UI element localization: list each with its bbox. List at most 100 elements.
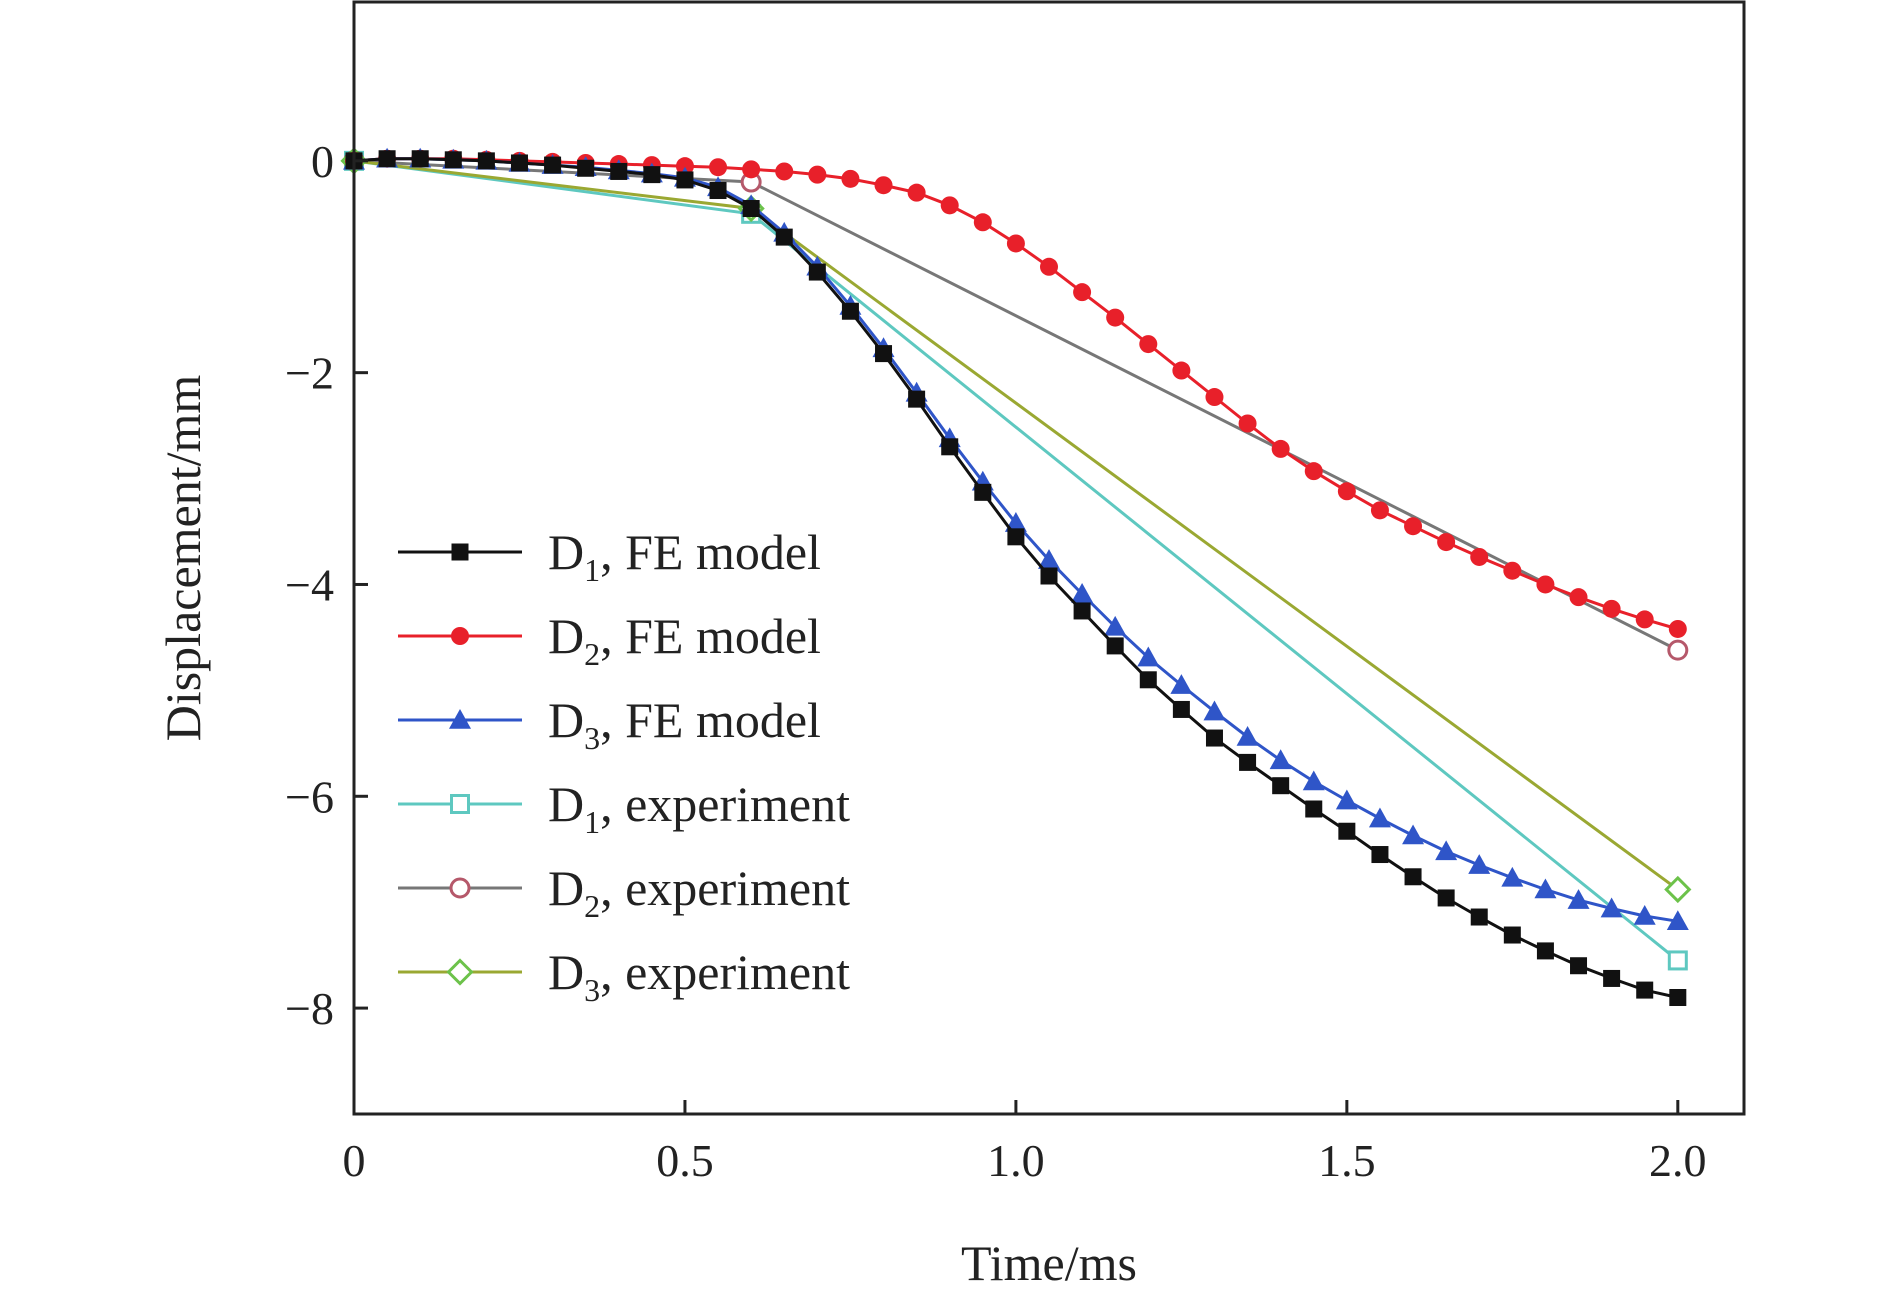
data-point <box>974 483 992 501</box>
legend-swatch-marker <box>450 794 470 814</box>
data-point <box>1238 414 1257 433</box>
data-point <box>1402 824 1425 845</box>
data-point <box>1404 517 1423 536</box>
data-point <box>1368 807 1391 828</box>
legend-swatch-marker <box>451 543 469 561</box>
y-tick-label: −4 <box>285 559 334 610</box>
legend-label: D1, experiment <box>548 776 850 840</box>
y-tick-label: −6 <box>285 771 334 822</box>
data-point <box>709 182 727 200</box>
data-point <box>1337 482 1356 501</box>
data-point <box>1205 729 1223 747</box>
legend-item: D2, experiment <box>398 860 850 924</box>
data-point <box>775 228 793 246</box>
data-point <box>1600 897 1623 918</box>
y-axis-title: Displacement/mm <box>155 375 211 742</box>
data-point <box>1272 777 1290 795</box>
data-point <box>1503 926 1521 944</box>
legend-swatch-marker <box>451 627 469 645</box>
data-point <box>610 162 628 180</box>
data-point <box>1106 637 1124 655</box>
data-point <box>1239 753 1257 771</box>
legend-label: D3, FE model <box>548 692 821 756</box>
data-point <box>1536 575 1555 594</box>
legend-label-rest: , FE model <box>600 524 821 580</box>
data-point <box>1338 822 1356 840</box>
data-point <box>742 160 761 179</box>
legend-label-rest: , experiment <box>600 776 850 832</box>
data-point <box>1667 639 1689 661</box>
legend-item: D3, FE model <box>398 692 821 756</box>
legend-label-rest: , FE model <box>600 608 821 664</box>
data-point <box>1007 528 1025 546</box>
legend-item: D1, experiment <box>398 776 850 840</box>
data-point <box>1437 533 1456 552</box>
data-point <box>1633 904 1656 925</box>
legend-item: D3, experiment <box>398 944 850 1008</box>
data-point <box>1437 889 1455 907</box>
legend-label: D1, FE model <box>548 524 821 588</box>
data-point <box>477 152 495 170</box>
data-point <box>808 263 826 281</box>
data-point <box>1170 674 1193 694</box>
data-point <box>444 151 462 169</box>
data-point <box>544 156 562 174</box>
data-point <box>941 438 959 456</box>
data-point <box>1040 567 1058 585</box>
y-tick-label: −2 <box>285 348 334 399</box>
data-point <box>775 162 794 181</box>
legend-label-rest: , experiment <box>600 860 850 916</box>
data-point <box>1664 875 1692 904</box>
data-point <box>709 158 728 177</box>
data-point <box>1503 561 1522 580</box>
data-point <box>1404 868 1422 886</box>
data-point <box>1570 957 1588 975</box>
data-point <box>1203 700 1226 721</box>
data-point <box>1470 908 1488 926</box>
data-point <box>1569 588 1588 607</box>
data-point <box>411 150 429 168</box>
legend-swatch-marker <box>446 958 474 986</box>
legend-label-main: D <box>548 776 584 832</box>
legend-label-rest: , FE model <box>600 692 821 748</box>
data-point <box>1040 257 1058 276</box>
legend-swatch-marker <box>449 877 471 899</box>
x-tick-label: 2.0 <box>1649 1135 1707 1186</box>
data-point <box>1567 889 1590 909</box>
x-tick-label: 1.5 <box>1318 1135 1376 1186</box>
x-tick-label: 0 <box>343 1135 366 1186</box>
legend-label-main: D <box>548 608 584 664</box>
data-point <box>1636 981 1654 999</box>
data-point <box>643 166 661 184</box>
data-point <box>1236 725 1259 746</box>
data-point <box>1635 610 1654 629</box>
y-tick-label: 0 <box>311 136 334 187</box>
legend-label-main: D <box>548 524 584 580</box>
legend-label-rest: , experiment <box>600 944 850 1000</box>
data-point <box>908 390 926 408</box>
data-point <box>1302 770 1325 791</box>
legend-label-main: D <box>548 860 584 916</box>
data-point <box>973 213 992 232</box>
data-point <box>1205 388 1224 407</box>
data-point <box>1304 462 1323 481</box>
data-point <box>1335 789 1358 810</box>
data-point <box>742 200 760 218</box>
data-point <box>808 165 827 184</box>
y-tick-label: −8 <box>285 983 334 1034</box>
data-point <box>875 345 893 363</box>
data-point <box>1139 335 1158 354</box>
x-tick-label: 0.5 <box>656 1135 714 1186</box>
legend-label-subscript: 3 <box>584 720 600 756</box>
legend-label-subscript: 2 <box>584 636 600 672</box>
data-point <box>1371 846 1389 864</box>
data-point <box>907 183 926 202</box>
data-point <box>1137 646 1160 667</box>
data-point <box>1370 501 1389 520</box>
x-tick-label: 1.0 <box>987 1135 1045 1186</box>
data-point <box>1172 700 1190 718</box>
data-point <box>1006 234 1025 253</box>
legend-label: D3, experiment <box>548 944 850 1008</box>
